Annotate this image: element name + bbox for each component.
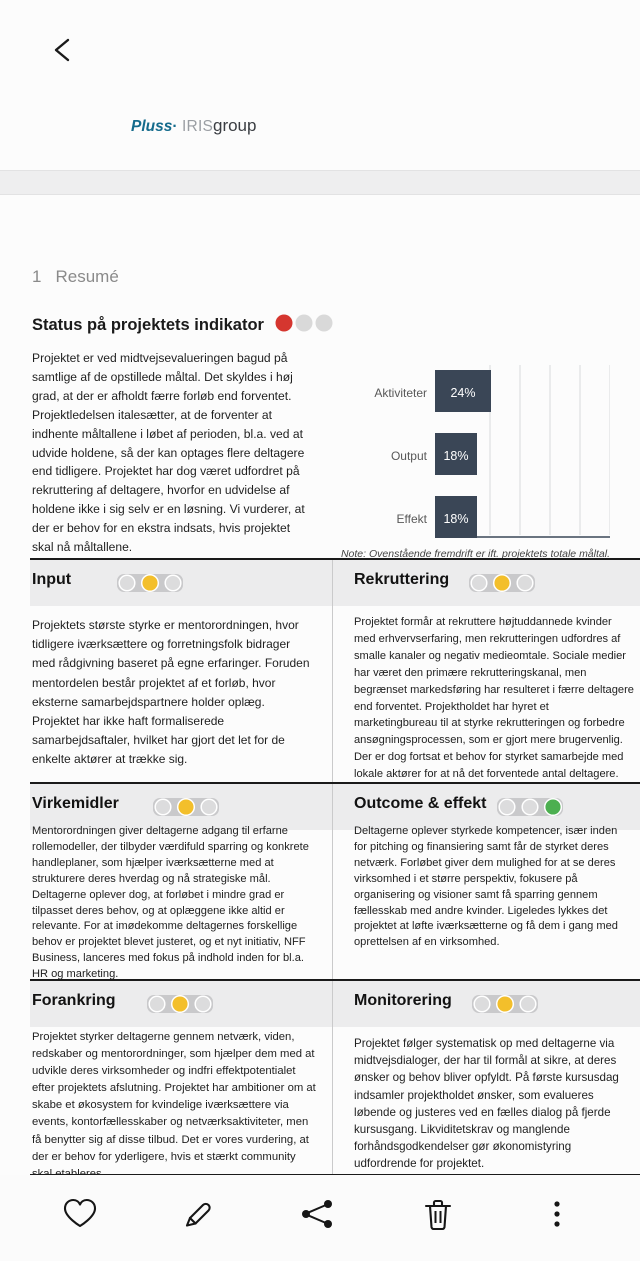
svg-text:Aktiviteter: Aktiviteter [374, 386, 427, 400]
svg-text:Output: Output [391, 449, 428, 463]
svg-text:18%: 18% [443, 449, 468, 463]
svg-text:18%: 18% [443, 512, 468, 526]
svg-text:24%: 24% [450, 386, 475, 400]
svg-text:Effekt: Effekt [397, 512, 428, 526]
